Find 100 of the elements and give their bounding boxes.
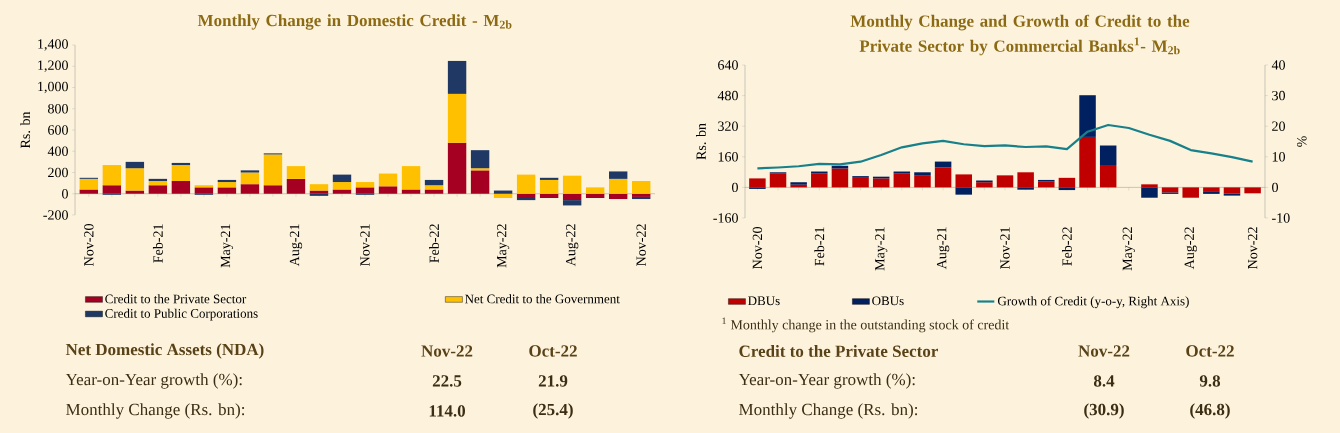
bar	[1099, 165, 1117, 188]
bar	[852, 177, 869, 188]
bar	[811, 173, 828, 188]
bar	[378, 173, 398, 187]
bar	[424, 185, 444, 190]
y-tick-label: 400	[47, 146, 68, 156]
text: 114.0	[429, 405, 466, 417]
x-tick-label: May-22	[496, 224, 510, 268]
bar	[332, 182, 352, 190]
bar	[893, 173, 911, 188]
bar	[401, 166, 421, 190]
y2-tick-label: 40	[1271, 60, 1285, 70]
bar	[769, 173, 787, 188]
y-tick-label: 1,200	[38, 60, 68, 72]
bar	[608, 193, 628, 200]
bar	[516, 174, 536, 194]
text: Year-on-Year growth (%):	[738, 373, 915, 389]
bar	[1141, 184, 1158, 188]
x-tick-label: Aug-21	[936, 227, 950, 270]
legend-label: Credit to the Private Sector	[105, 294, 247, 304]
bar	[102, 185, 122, 194]
x-tick-label: Nov-20	[84, 224, 94, 266]
bar	[378, 186, 398, 194]
bar	[1017, 172, 1034, 188]
bar	[562, 193, 582, 201]
bar	[749, 178, 766, 188]
legend-label: Net Credit to the Government	[464, 294, 620, 304]
bar	[608, 171, 628, 179]
bar	[934, 161, 952, 168]
text: $^{1}$ Monthly change in the outstanding stock of credit	[722, 317, 1010, 333]
bar	[1079, 95, 1096, 137]
bar	[1017, 187, 1034, 190]
x-tick-label: May-21	[875, 227, 888, 271]
bar	[955, 187, 972, 195]
bar	[1223, 193, 1241, 196]
y2-tick-label: -10	[1272, 213, 1290, 223]
bar	[148, 185, 168, 194]
y-tick-label: 320	[718, 121, 738, 131]
bar	[914, 172, 931, 176]
bar	[332, 189, 352, 194]
bar	[79, 178, 99, 190]
bar	[585, 187, 605, 194]
text: 8.4	[1093, 375, 1115, 387]
bar	[309, 184, 329, 191]
bar	[286, 178, 306, 194]
bar	[125, 161, 145, 169]
text: 9.8	[1199, 375, 1221, 387]
bar	[263, 185, 283, 194]
bar	[102, 165, 122, 186]
bar	[608, 178, 628, 194]
bar	[1182, 187, 1199, 198]
bar	[516, 193, 536, 198]
bar	[1141, 187, 1158, 198]
bar	[632, 180, 651, 194]
text: Net Domestic Assets (NDA)	[65, 343, 264, 359]
y-tick-label: 0	[62, 189, 68, 199]
bar	[470, 168, 490, 171]
bar	[217, 187, 237, 194]
bar	[447, 93, 467, 143]
text: Oct-22	[529, 345, 577, 357]
text: (30.9)	[1084, 403, 1124, 419]
text: (25.4)	[533, 403, 573, 419]
x-tick-label: Feb-21	[814, 227, 825, 266]
bar	[125, 168, 145, 191]
text: Monthly Change (Rs. bn):	[66, 403, 245, 419]
x-tick-label: Feb-22	[1061, 227, 1072, 266]
bar	[539, 177, 559, 180]
y-tick-label: 640	[718, 60, 738, 70]
bar	[539, 179, 559, 194]
bar	[585, 193, 605, 198]
bar	[355, 182, 375, 188]
bar	[914, 175, 931, 188]
line-series	[756, 123, 1254, 170]
bar	[831, 168, 849, 188]
bar	[470, 150, 490, 169]
y2-axis-title: %	[1297, 136, 1307, 147]
text: 21.9	[538, 375, 568, 387]
bar	[1223, 187, 1241, 194]
y-tick-label: 200	[48, 167, 68, 178]
x-tick-label: Nov-20	[752, 227, 763, 269]
bar	[424, 189, 444, 194]
y-tick-label: 800	[48, 104, 68, 114]
y2-tick-label: 30	[1272, 90, 1285, 101]
chart-title: Monthly Change and Growth of Credit to the Private Sector by Commercial Banks$^{1}$- M$_{2b}$	[850, 14, 1190, 56]
x-tick-label: Nov-21	[1000, 227, 1010, 269]
y-tick-label: 1,400	[38, 39, 68, 51]
bar	[401, 189, 421, 194]
x-tick-label: Nov-22	[636, 224, 646, 266]
bar	[470, 170, 490, 194]
bar	[562, 175, 582, 194]
y2-tick-label: 0	[1272, 182, 1278, 193]
bar	[934, 167, 952, 188]
text: Nov-22	[1078, 345, 1130, 357]
bar	[1038, 181, 1055, 188]
bar	[1058, 187, 1076, 191]
text: Oct-22	[1186, 345, 1234, 357]
bar	[332, 174, 352, 183]
x-tick-label: Aug-21	[289, 224, 303, 267]
x-tick-label: May-21	[220, 224, 234, 268]
y-tick-label: 480	[717, 90, 738, 101]
